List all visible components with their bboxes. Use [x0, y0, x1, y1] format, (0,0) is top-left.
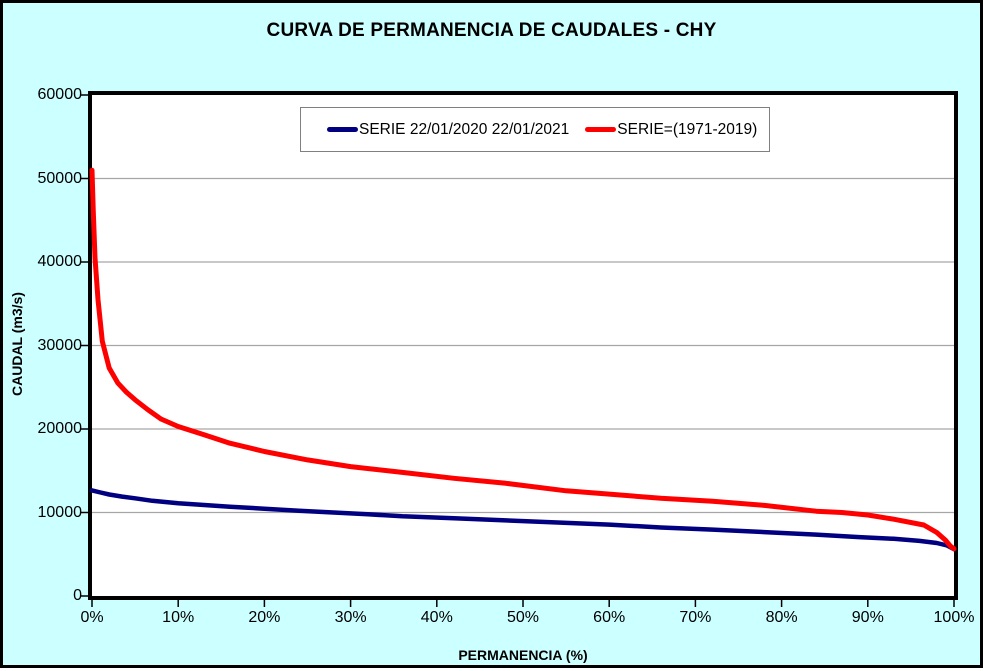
- chart-title: CURVA DE PERMANENCIA DE CAUDALES - CHY: [266, 20, 717, 41]
- series-line-1: [89, 167, 957, 552]
- legend-item-0: SERIE 22/01/2020 22/01/2021: [327, 121, 569, 139]
- plot-area: [81, 91, 958, 607]
- legend-item-1: SERIE=(1971-2019): [585, 121, 757, 139]
- legend-line-sample: [585, 127, 617, 132]
- legend-label: SERIE 22/01/2020 22/01/2021: [359, 120, 570, 138]
- series-line-0: [89, 488, 957, 552]
- legend: SERIE 22/01/2020 22/01/2021 SERIE=(1971-2…: [300, 107, 770, 152]
- y-axis-title: CAUDAL (m3/s): [9, 292, 25, 396]
- x-axis-title: PERMANENCIA (%): [458, 647, 588, 663]
- legend-label: SERIE=(1971-2019): [617, 120, 758, 138]
- legend-line-sample: [327, 127, 358, 132]
